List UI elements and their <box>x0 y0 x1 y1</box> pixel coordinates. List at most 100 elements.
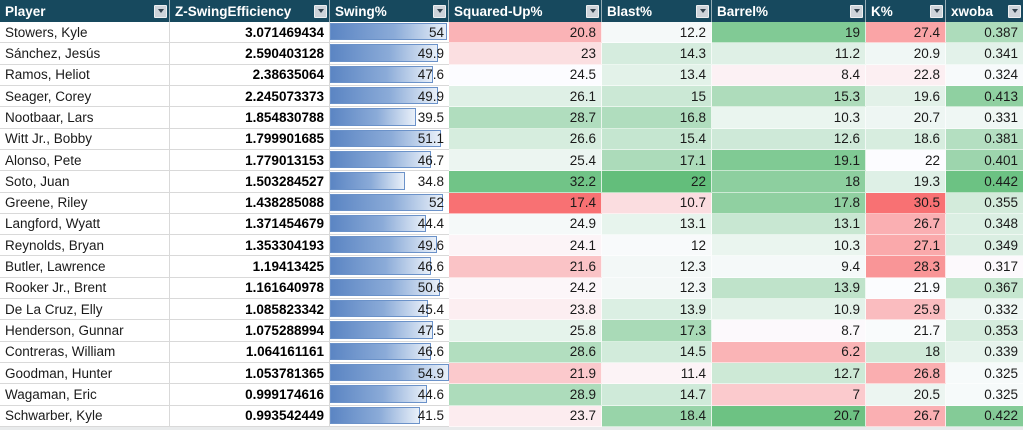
cell-player[interactable]: Rooker Jr., Brent <box>0 277 170 300</box>
filter-button-blast[interactable] <box>696 4 709 18</box>
cell-barrel[interactable]: 10.3 <box>712 235 866 257</box>
cell-xwoba[interactable]: 0.387 <box>946 22 1023 44</box>
cell-barrel[interactable]: 12.6 <box>712 128 866 150</box>
cell-squared[interactable]: 20.8 <box>449 22 602 44</box>
cell-xwoba[interactable]: 0.348 <box>946 213 1023 236</box>
cell-barrel[interactable]: 6.2 <box>712 341 866 363</box>
cell-squared[interactable]: 24.1 <box>449 235 602 257</box>
cell-xwoba[interactable]: 0.325 <box>946 363 1023 385</box>
cell-squared[interactable]: 23.8 <box>449 299 602 321</box>
cell-xwoba[interactable]: 0.401 <box>946 149 1023 172</box>
cell-k[interactable]: 26.7 <box>866 213 946 236</box>
cell-barrel[interactable]: 7 <box>712 384 866 406</box>
cell-barrel[interactable]: 17.8 <box>712 192 866 214</box>
cell-blast[interactable]: 18.4 <box>602 405 712 427</box>
cell-swing[interactable]: 51.1 <box>330 129 449 150</box>
cell-z[interactable]: 0.993542449 <box>170 405 330 427</box>
filter-button-barrel[interactable] <box>850 4 863 18</box>
cell-z[interactable]: 1.438285088 <box>170 192 330 214</box>
cell-player[interactable]: Sánchez, Jesús <box>0 43 170 65</box>
cell-blast[interactable]: 13.9 <box>602 299 712 321</box>
cell-xwoba[interactable]: 0.331 <box>946 107 1023 129</box>
cell-blast[interactable]: 13.4 <box>602 64 712 86</box>
cell-player[interactable]: Witt Jr., Bobby <box>0 128 170 150</box>
cell-barrel[interactable]: 19.1 <box>712 149 866 172</box>
cell-z[interactable]: 1.19413425 <box>170 256 330 278</box>
cell-barrel[interactable]: 19 <box>712 22 866 44</box>
cell-swing[interactable]: 46.7 <box>330 150 449 172</box>
cell-squared[interactable]: 21.9 <box>449 363 602 385</box>
cell-blast[interactable]: 14.3 <box>602 43 712 65</box>
column-header-xwoba[interactable]: xwoba <box>946 0 1023 22</box>
cell-z[interactable]: 2.38635064 <box>170 64 330 86</box>
cell-player[interactable]: Contreras, William <box>0 341 170 363</box>
cell-barrel[interactable]: 18 <box>712 171 866 193</box>
filter-button-swing[interactable] <box>433 4 446 18</box>
cell-xwoba[interactable]: 0.413 <box>946 85 1023 108</box>
cell-blast[interactable]: 15.4 <box>602 128 712 150</box>
cell-k[interactable]: 27.4 <box>866 22 946 44</box>
cell-player[interactable]: Ramos, Heliot <box>0 64 170 86</box>
cell-z[interactable]: 1.085823342 <box>170 299 330 321</box>
cell-squared[interactable]: 28.7 <box>449 107 602 129</box>
column-header-blast[interactable]: Blast% <box>602 0 712 22</box>
cell-z[interactable]: 0.999174616 <box>170 384 330 406</box>
cell-xwoba[interactable]: 0.349 <box>946 235 1023 257</box>
cell-squared[interactable]: 28.9 <box>449 384 602 406</box>
cell-swing[interactable]: 49.9 <box>330 86 449 108</box>
cell-k[interactable]: 26.7 <box>866 405 946 427</box>
cell-swing[interactable]: 49.6 <box>330 235 449 257</box>
cell-barrel[interactable]: 12.7 <box>712 363 866 385</box>
cell-squared[interactable]: 23 <box>449 43 602 65</box>
cell-k[interactable]: 25.9 <box>866 299 946 321</box>
cell-squared[interactable]: 25.4 <box>449 149 602 172</box>
cell-player[interactable]: Soto, Juan <box>0 171 170 193</box>
cell-barrel[interactable]: 11.2 <box>712 43 866 65</box>
cell-blast[interactable]: 12.3 <box>602 277 712 300</box>
cell-squared[interactable]: 24.2 <box>449 277 602 300</box>
cell-barrel[interactable]: 10.9 <box>712 299 866 321</box>
cell-player[interactable]: Reynolds, Bryan <box>0 235 170 257</box>
cell-blast[interactable]: 14.7 <box>602 384 712 406</box>
cell-k[interactable]: 21.7 <box>866 320 946 342</box>
column-header-barrel[interactable]: Barrel% <box>712 0 866 22</box>
cell-blast[interactable]: 12.3 <box>602 256 712 278</box>
cell-squared[interactable]: 23.7 <box>449 405 602 427</box>
cell-barrel[interactable]: 13.9 <box>712 277 866 300</box>
cell-player[interactable]: Seager, Corey <box>0 85 170 108</box>
cell-swing[interactable]: 54 <box>330 22 449 44</box>
filter-button-z[interactable] <box>314 4 327 18</box>
cell-xwoba[interactable]: 0.381 <box>946 128 1023 150</box>
cell-squared[interactable]: 21.6 <box>449 256 602 278</box>
cell-blast[interactable]: 11.4 <box>602 363 712 385</box>
column-header-swing[interactable]: Swing% <box>330 0 449 22</box>
cell-z[interactable]: 1.854830788 <box>170 107 330 129</box>
column-header-z[interactable]: Z-SwingEfficiency <box>170 0 330 22</box>
cell-xwoba[interactable]: 0.353 <box>946 320 1023 342</box>
cell-k[interactable]: 19.3 <box>866 171 946 193</box>
filter-button-player[interactable] <box>154 4 167 18</box>
filter-button-xwoba[interactable] <box>1008 4 1021 18</box>
cell-z[interactable]: 2.590403128 <box>170 43 330 65</box>
cell-k[interactable]: 28.3 <box>866 256 946 278</box>
cell-k[interactable]: 27.1 <box>866 235 946 257</box>
cell-squared[interactable]: 26.1 <box>449 85 602 108</box>
cell-squared[interactable]: 17.4 <box>449 192 602 214</box>
cell-swing[interactable]: 47.6 <box>330 65 449 86</box>
cell-player[interactable]: Butler, Lawrence <box>0 256 170 278</box>
cell-player[interactable]: Greene, Riley <box>0 192 170 214</box>
cell-barrel[interactable]: 10.3 <box>712 107 866 129</box>
cell-swing[interactable]: 41.5 <box>330 406 449 427</box>
cell-z[interactable]: 2.245073373 <box>170 85 330 108</box>
cell-squared[interactable]: 28.6 <box>449 341 602 363</box>
filter-button-k[interactable] <box>930 4 943 18</box>
cell-player[interactable]: Nootbaar, Lars <box>0 107 170 129</box>
cell-player[interactable]: Alonso, Pete <box>0 149 170 172</box>
cell-xwoba[interactable]: 0.324 <box>946 64 1023 86</box>
column-header-squared[interactable]: Squared-Up% <box>449 0 602 22</box>
cell-player[interactable]: Henderson, Gunnar <box>0 320 170 342</box>
cell-xwoba[interactable]: 0.355 <box>946 192 1023 214</box>
cell-swing[interactable]: 34.8 <box>330 171 449 193</box>
cell-swing[interactable]: 49.9 <box>330 43 449 65</box>
cell-z[interactable]: 1.503284527 <box>170 171 330 193</box>
